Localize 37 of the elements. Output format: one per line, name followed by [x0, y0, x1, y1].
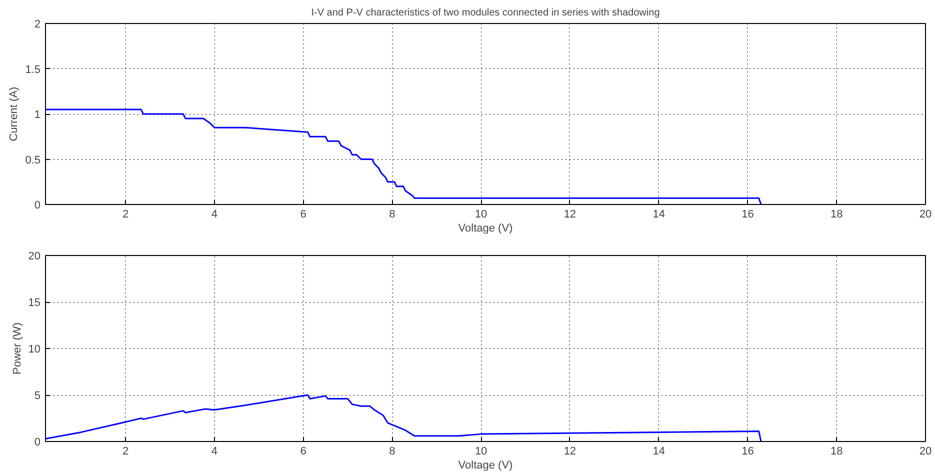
x-tick-label: 8	[389, 208, 396, 220]
x-tick-label: 16	[742, 446, 754, 458]
x-tick-label: 6	[300, 208, 306, 220]
y-tick-label: 0.5	[25, 154, 41, 166]
x-tick-label: 12	[564, 446, 576, 458]
y-tick-label: 1.5	[25, 64, 41, 76]
x-tick-label: 10	[474, 446, 488, 458]
x-tick-label: 2	[122, 446, 129, 458]
y-tick-label: 15	[28, 297, 41, 309]
x-tick-label: 18	[830, 446, 843, 458]
x-tick-label: 16	[742, 208, 754, 220]
x-tick-label: 18	[830, 208, 843, 220]
x-tick-label: 12	[564, 208, 576, 220]
x-tick-label: 20	[919, 208, 932, 220]
y-axis-title: Current (A)	[8, 86, 20, 142]
y-axis-title: Power (W)	[11, 322, 24, 374]
x-tick-label: 10	[474, 208, 488, 220]
y-tick-label: 2	[34, 18, 41, 30]
y-tick-label: 1	[34, 109, 41, 121]
x-axis-title: Voltage (V)	[458, 222, 513, 234]
x-tick-label: 4	[211, 208, 218, 220]
x-tick-label: 2	[122, 208, 129, 220]
x-tick-label: 14	[652, 446, 665, 458]
y-tick-label: 5	[34, 390, 41, 402]
y-tick-label: 10	[28, 344, 41, 356]
x-axis-title: Voltage (V)	[458, 460, 513, 472]
x-tick-label: 14	[652, 208, 665, 220]
x-tick-label: 20	[919, 446, 932, 458]
y-tick-label: 0	[34, 436, 41, 448]
line-series	[46, 108, 762, 204]
y-tick-label: 0	[34, 200, 41, 212]
x-tick-label: 4	[211, 446, 218, 458]
x-tick-label: 8	[389, 446, 396, 458]
line-series	[46, 394, 762, 442]
x-tick-label: 6	[300, 446, 306, 458]
chart-title: I-V and P-V characteristics of two modules connected in series with shadowing	[311, 8, 660, 18]
y-tick-label: 20	[28, 250, 41, 262]
